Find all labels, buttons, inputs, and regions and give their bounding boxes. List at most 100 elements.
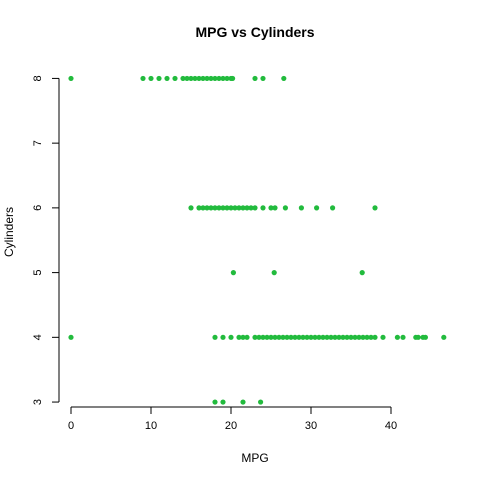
data-point <box>200 75 206 82</box>
data-point <box>148 75 154 82</box>
data-point <box>264 334 270 340</box>
data-point <box>240 399 246 405</box>
data-point <box>184 75 190 82</box>
data-point <box>260 205 266 211</box>
data-point <box>252 205 258 211</box>
data-point <box>284 334 290 340</box>
y-tick-label: 4 <box>32 334 44 340</box>
data-point <box>212 399 218 405</box>
x-axis-label: MPG <box>241 451 268 465</box>
data-point <box>232 205 238 211</box>
y-axis: 3 4 5 6 7 8 <box>32 75 60 405</box>
data-point <box>324 334 330 340</box>
data-point <box>224 205 230 211</box>
data-point <box>308 334 314 340</box>
data-point <box>372 205 378 211</box>
data-point <box>300 334 306 340</box>
data-point <box>340 334 346 340</box>
data-point <box>200 205 206 211</box>
y-tick-label: 8 <box>32 75 44 81</box>
data-point <box>296 334 302 340</box>
data-point <box>216 205 222 211</box>
data-point <box>344 334 350 340</box>
data-point <box>236 205 242 211</box>
data-point <box>372 334 378 340</box>
y-axis-label: Cylinders <box>2 207 16 257</box>
data-point <box>260 334 266 340</box>
data-point <box>364 334 370 340</box>
data-point <box>68 75 74 82</box>
data-point <box>208 205 214 211</box>
data-point <box>281 75 287 82</box>
data-point <box>196 205 202 211</box>
data-point <box>320 334 326 340</box>
data-point <box>212 334 218 340</box>
data-point <box>422 334 428 340</box>
data-point <box>220 334 226 340</box>
data-point <box>360 334 366 340</box>
y-tick-label: 6 <box>32 205 44 211</box>
data-point <box>248 205 254 211</box>
data-point <box>216 75 222 82</box>
data-point <box>268 205 274 211</box>
data-point <box>359 270 365 276</box>
data-point <box>356 334 362 340</box>
y-tick-label: 7 <box>32 140 44 146</box>
data-point <box>156 75 162 82</box>
data-point <box>230 270 236 276</box>
scatter-points <box>68 75 447 405</box>
data-point <box>220 75 226 82</box>
data-point <box>180 75 186 82</box>
data-point <box>240 334 246 340</box>
data-point <box>68 334 74 340</box>
data-point <box>298 205 304 211</box>
data-point <box>192 75 198 82</box>
data-point <box>172 75 178 82</box>
data-point <box>252 334 258 340</box>
x-tick-label: 0 <box>68 420 74 432</box>
data-point <box>228 205 234 211</box>
data-point <box>188 205 194 211</box>
x-tick-label: 40 <box>385 420 397 432</box>
data-point <box>368 334 374 340</box>
data-point <box>415 334 421 340</box>
data-point <box>252 75 258 82</box>
x-tick-label: 30 <box>305 420 317 432</box>
data-point <box>348 334 354 340</box>
data-point <box>272 205 278 211</box>
data-point <box>394 334 400 340</box>
data-point <box>188 75 194 82</box>
data-point <box>140 75 146 82</box>
data-point <box>282 205 288 211</box>
data-point <box>330 205 336 211</box>
data-point <box>228 334 234 340</box>
data-point <box>244 205 250 211</box>
data-point <box>236 334 242 340</box>
y-tick-label: 3 <box>32 399 44 405</box>
data-point <box>276 334 282 340</box>
data-point <box>258 399 264 405</box>
data-point <box>204 75 210 82</box>
y-tick-label: 5 <box>32 270 44 276</box>
data-point <box>164 75 170 82</box>
x-tick-label: 10 <box>145 420 157 432</box>
data-point <box>336 334 342 340</box>
data-point <box>268 334 274 340</box>
data-point <box>208 75 214 82</box>
data-point <box>220 399 226 405</box>
data-point <box>212 75 218 82</box>
data-point <box>230 75 236 82</box>
data-point <box>316 334 322 340</box>
data-point <box>220 205 226 211</box>
data-point <box>380 334 386 340</box>
data-point <box>256 334 262 340</box>
data-point <box>271 270 277 276</box>
data-point <box>196 75 202 82</box>
data-point <box>240 205 246 211</box>
data-point <box>212 205 218 211</box>
data-point <box>441 334 447 340</box>
data-point <box>224 75 230 82</box>
data-point <box>332 334 338 340</box>
data-point <box>312 334 318 340</box>
